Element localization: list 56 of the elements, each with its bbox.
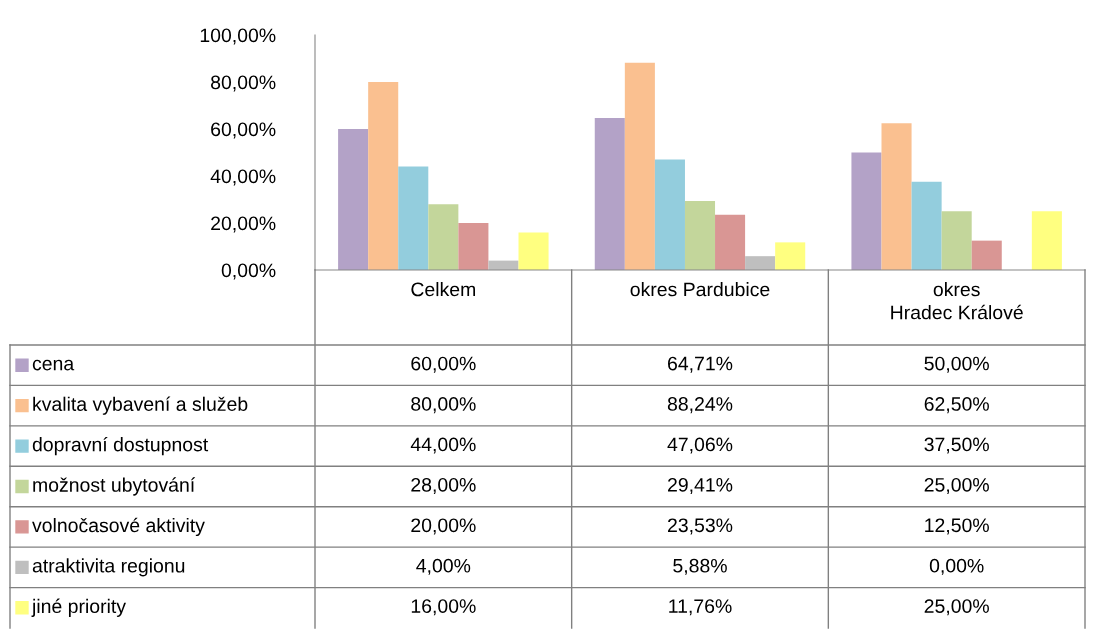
bar xyxy=(398,166,429,270)
data-label: 29,41% xyxy=(668,477,733,495)
legend-label: možnost ubytování xyxy=(33,477,196,496)
bar xyxy=(684,200,716,270)
data-label: 62,50% xyxy=(924,397,989,414)
x-tick-label: okres Hradec Králové xyxy=(891,282,1023,320)
bar xyxy=(851,152,882,270)
bar xyxy=(775,242,806,270)
data-label: 64,71% xyxy=(668,356,733,373)
bar xyxy=(368,82,399,270)
data-label: 44,00% xyxy=(410,437,476,454)
data-label: 47,06% xyxy=(667,437,733,454)
legend-label: atraktivita regionu xyxy=(32,558,185,577)
y-tick-label: 60,00% xyxy=(211,122,276,139)
bar xyxy=(518,232,549,270)
data-label: 20,00% xyxy=(411,518,476,535)
bar xyxy=(594,117,625,270)
bar xyxy=(745,256,776,270)
bar xyxy=(1031,211,1062,270)
data-label: 23,53% xyxy=(668,518,733,535)
bar xyxy=(624,62,655,270)
y-tick-label: 80,00% xyxy=(211,75,276,92)
data-label: 60,00% xyxy=(411,356,476,373)
data-label: 80,00% xyxy=(411,397,476,414)
y-tick-label: 0,00% xyxy=(221,263,276,280)
y-tick-label: 40,00% xyxy=(210,169,276,186)
data-label: 88,24% xyxy=(667,397,733,414)
data-label: 25,00% xyxy=(924,599,989,616)
data-label: 25,00% xyxy=(924,477,989,495)
y-tick-label: 100,00% xyxy=(200,28,276,45)
legend-label: volnočasové aktivity xyxy=(32,517,205,537)
bar xyxy=(971,240,1002,270)
bar xyxy=(338,129,369,270)
data-label: 0,00% xyxy=(929,558,984,575)
data-label: 37,50% xyxy=(924,437,989,454)
legend-label: kvalita vybavení a služeb xyxy=(33,396,248,415)
bar xyxy=(428,204,459,270)
data-label: 16,00% xyxy=(411,599,476,616)
data-label: 12,50% xyxy=(925,518,989,535)
legend-label: jiné priority xyxy=(31,598,126,617)
bar xyxy=(881,123,912,270)
bar xyxy=(715,214,746,270)
legend-label: cena xyxy=(32,359,75,371)
bar xyxy=(941,211,972,270)
legend-label: dopravní dostupnost xyxy=(32,436,209,456)
data-label: 5,88% xyxy=(673,558,727,575)
bar xyxy=(458,223,489,270)
data-label: 11,76% xyxy=(669,599,732,616)
x-tick-label: Celkem xyxy=(411,282,476,297)
bar xyxy=(911,181,942,270)
x-tick-label: okres Pardubice xyxy=(630,282,770,297)
y-tick-label: 20,00% xyxy=(211,216,276,233)
data-label: 4,00% xyxy=(416,558,471,575)
data-label: 50,00% xyxy=(924,356,989,373)
data-label: 28,00% xyxy=(411,477,476,495)
bar xyxy=(654,159,685,270)
